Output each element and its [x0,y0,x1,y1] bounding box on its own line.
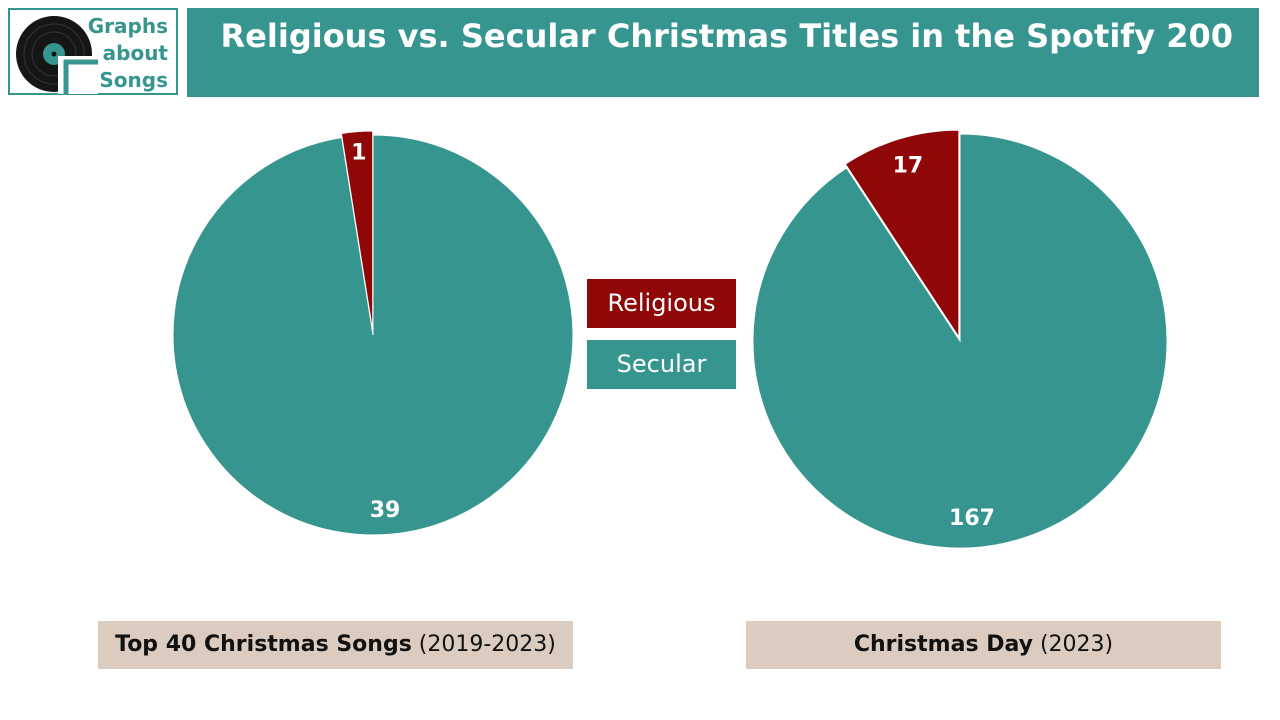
caption-rest: (2019-2023) [411,632,556,657]
legend-secular: Secular [587,340,736,389]
logo-text: Graphs about Songs [88,13,168,94]
logo: Graphs about Songs [8,8,178,95]
vinyl-record-icon [16,16,98,94]
title-bar: Religious vs. Secular Christmas Titles i… [187,8,1259,97]
pie-slice-label: 1 [351,141,366,166]
pie-slice-secular [172,134,574,536]
caption-top40: Top 40 Christmas Songs (2019-2023) [98,621,573,669]
logo-line: Songs [99,68,168,92]
caption-bold: Top 40 Christmas Songs [115,632,412,657]
legend-religious: Religious [587,279,736,328]
caption-rest: (2023) [1032,632,1114,657]
logo-line: about [102,41,168,65]
page-title: Religious vs. Secular Christmas Titles i… [220,17,1233,55]
logo-line: Graphs [87,14,168,38]
caption-christmas-day: Christmas Day (2023) [746,621,1221,669]
legend-label: Religious [607,289,716,317]
legend-label: Secular [616,350,707,378]
pie-slice-label: 39 [370,498,401,523]
caption-bold: Christmas Day [853,632,1033,657]
